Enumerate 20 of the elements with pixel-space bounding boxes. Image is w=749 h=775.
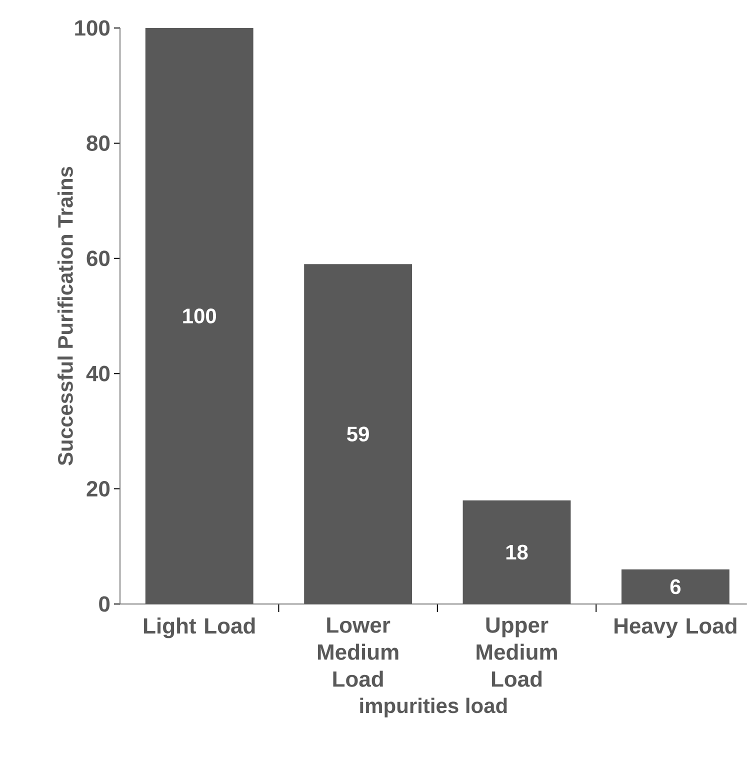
x-axis-title: impurities load — [360, 698, 507, 718]
y-axis-title: Successful Purification Trains — [57, 166, 73, 466]
y-tick-label: 80 — [86, 135, 110, 151]
data-label: 59 — [347, 426, 369, 442]
y-tick-label: 0 — [99, 596, 110, 612]
bar — [622, 569, 730, 604]
bar — [462, 500, 571, 604]
bar — [304, 264, 412, 604]
y-tick-label: 100 — [75, 20, 110, 36]
bar — [145, 28, 254, 604]
y-tick-label: 20 — [86, 481, 110, 497]
x-tick-label: Lower Medium Load — [318, 618, 398, 687]
y-tick-label: 40 — [86, 366, 110, 382]
data-label: 6 — [670, 579, 681, 594]
x-tick-label: Light Load — [144, 618, 255, 638]
data-label: 18 — [506, 544, 528, 560]
y-tick-label: 60 — [86, 250, 110, 266]
data-label: 100 — [183, 308, 216, 324]
x-tick-label: Heavy Load — [614, 618, 736, 638]
x-tick-label: Upper Medium Load — [476, 618, 557, 687]
